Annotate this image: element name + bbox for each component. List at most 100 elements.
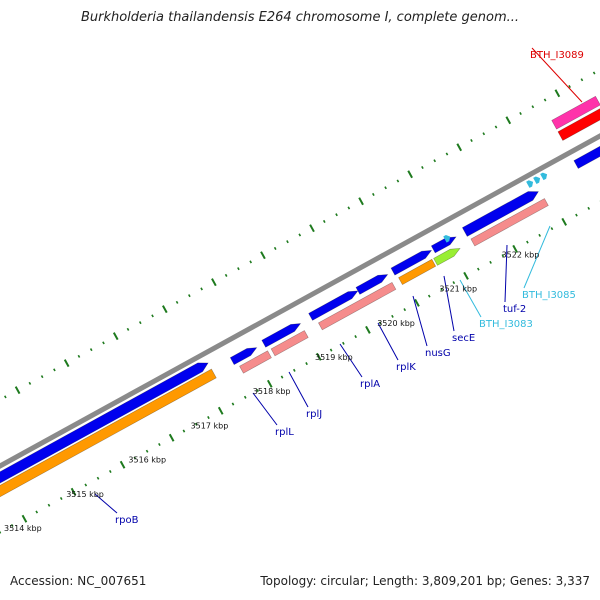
outer-tick [568,84,571,89]
kbp-label: 3517 kbp [191,421,229,430]
outer-tick [237,267,240,271]
rna-feature[interactable] [270,330,309,357]
kbp-label: 3514 kbp [4,524,42,533]
outer-tick [445,152,449,156]
gene-label[interactable]: rplJ [306,409,322,420]
gene-label[interactable]: tuf-2 [503,304,526,315]
kbp-label: 3520 kbp [377,319,415,328]
inner-tick [47,503,51,507]
inner-tick [217,406,224,415]
orange-feature[interactable] [0,368,217,509]
cds-feature[interactable] [229,347,258,366]
inner-tick [403,308,407,312]
inner-tick [256,389,259,393]
backbone-line [0,133,600,469]
inner-tick [145,449,149,453]
trna-feature[interactable] [443,235,451,243]
cds-feature[interactable] [261,323,302,348]
green-feature[interactable] [433,247,461,266]
cds-feature[interactable] [390,250,433,276]
outer-tick [505,116,512,125]
cds-feature[interactable] [461,191,539,237]
outer-tick [384,186,387,190]
gene-label[interactable]: rplL [275,427,294,438]
outer-tick [519,111,522,116]
inner-tick [292,368,296,372]
cds-feature[interactable] [355,274,389,295]
inner-tick [305,362,308,366]
kbp-label: 3516 kbp [128,456,166,465]
inner-tick [70,487,77,496]
inner-tick [266,379,273,388]
outer-tick [543,98,547,102]
map-title: Burkholderia thailandensis E264 chromoso… [80,10,520,25]
gene-connector [523,225,551,289]
gene-label[interactable]: secE [452,333,475,344]
outer-tick [286,240,289,244]
inner-tick [550,227,554,231]
outer-tick [322,219,326,223]
outer-tick [249,260,253,264]
gene-label[interactable]: rplK [396,362,416,373]
gene-label[interactable]: rplA [360,379,380,390]
inner-tick [207,416,210,420]
cds-feature[interactable] [308,290,359,321]
cds-feature[interactable] [430,236,457,254]
gene-label[interactable]: nusG [425,348,451,359]
cds-feature[interactable] [573,140,600,169]
inner-tick [391,314,394,318]
inner-tick [108,469,112,474]
outer-tick [28,381,32,385]
outer-tick [592,71,596,75]
inner-tick [133,456,137,460]
rna-feature[interactable] [239,350,272,374]
inner-tick [501,254,505,258]
outer-tick [188,294,191,298]
inner-tick [316,352,322,361]
orange-feature[interactable] [398,258,437,286]
gene-connector [531,47,583,103]
kbp-label: 3522 kbp [502,250,540,259]
inner-tick [526,240,529,244]
outer-tick [580,78,584,82]
inner-tick [21,514,28,523]
magenta-feature[interactable] [551,95,600,130]
outer-tick [482,132,486,136]
inner-tick [427,294,431,298]
outer-tick [531,105,535,109]
inner-tick [463,271,469,280]
inner-tick [0,530,2,534]
trna-feature[interactable] [540,172,548,181]
gene-label[interactable]: BTH_I3089 [530,50,584,61]
outer-tick [14,386,21,395]
trna-feature[interactable] [526,180,534,188]
gene-connector [504,244,508,303]
outer-tick [175,300,179,304]
gene-connector [339,343,363,378]
gene-connector [377,322,399,361]
inner-tick [231,402,235,406]
cds-feature[interactable] [0,362,209,499]
outer-tick [309,224,315,233]
gene-label[interactable]: BTH_I3083 [479,319,533,330]
outer-tick [151,314,154,318]
gene-label[interactable]: BTH_I3085 [522,290,576,301]
kbp-labels: 3514 kbp 3515 kbp 3516 kbp 3517 kbp 3518 kbp… [4,250,539,533]
outer-tick [40,375,44,379]
feature-track[interactable] [0,95,600,509]
inner-tick [538,233,541,237]
trna-feature[interactable] [533,176,541,185]
outer-tick [421,165,424,169]
inner-tick [440,287,443,291]
gene-connector [94,493,118,514]
gene-label[interactable]: rpoB [115,515,139,526]
rna-feature[interactable] [318,281,397,331]
rna-feature[interactable] [470,198,549,247]
red-feature[interactable] [557,108,600,141]
inner-tick [168,433,175,442]
outer-tick-track [4,71,596,399]
inner-tick [10,523,14,528]
inner-tick [512,244,518,253]
